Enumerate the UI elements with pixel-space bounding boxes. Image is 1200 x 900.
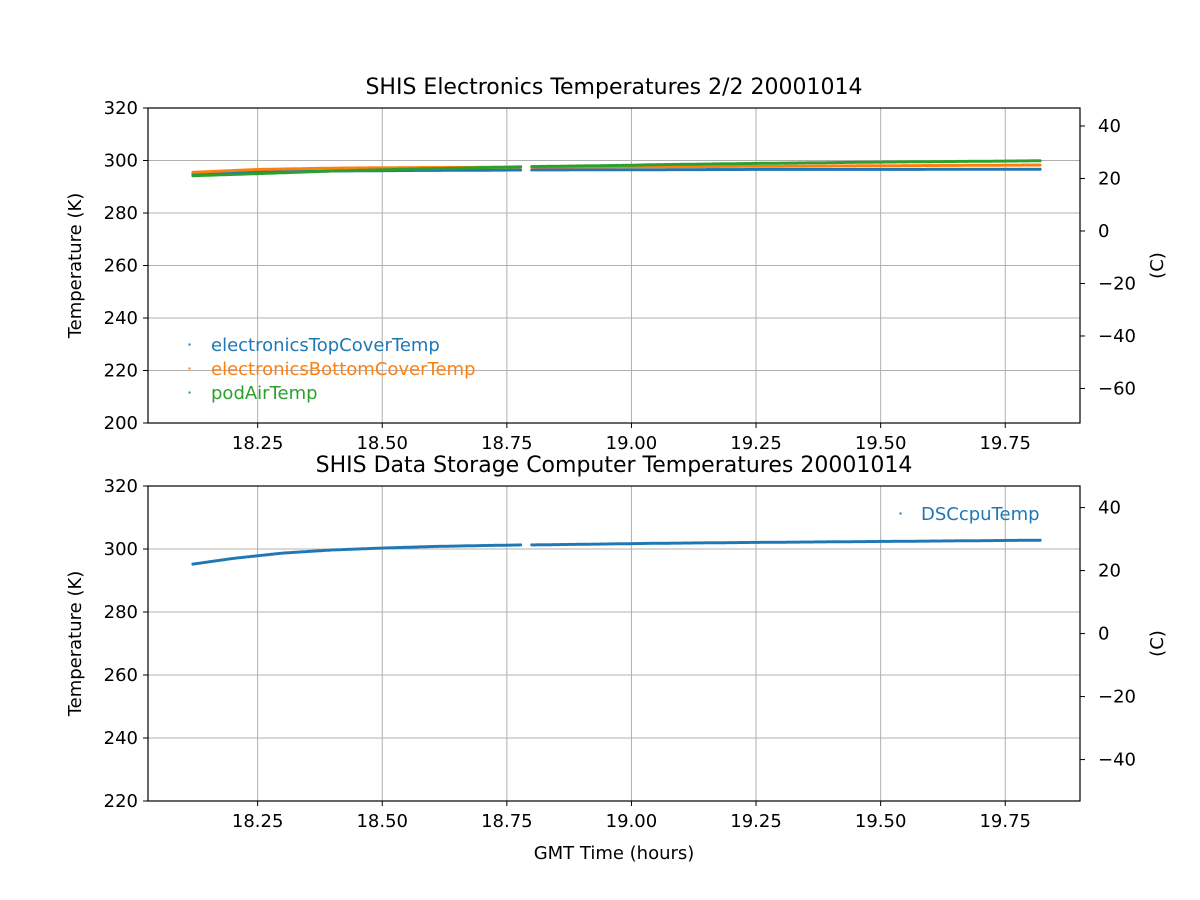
y2-tick-label: 20 [1098,561,1121,582]
y-axis-label: Temperature (K) [65,193,86,340]
data-layer [191,538,1042,566]
legend-label-electronics-top-cover: electronicsTopCoverTemp [211,335,440,356]
y-tick-label: 220 [104,361,138,382]
y2-tick-label: 40 [1098,116,1121,137]
y-tick-label: 240 [104,728,138,749]
y-tick-label: 260 [104,256,138,277]
y-tick-label: 280 [104,602,138,623]
temperature-panel-electronics: 18.25 18.50 18.75 19.00 19.25 19.50 19.7520022… [65,75,1168,454]
y2-tick-label: 20 [1098,168,1121,189]
legend-label-electronics-bottom-cover: electronicsBottomCoverTemp [211,359,476,380]
y-tick-label: 320 [104,476,138,497]
axis-ticks: 18.25 18.50 18.75 19.00 19.25 19.50 19.75 220 24… [104,476,1136,832]
y2-tick-label: 0 [1098,221,1109,242]
y-tick-label: 240 [104,308,138,329]
y-tick-label: 280 [104,203,138,224]
x-tick-label: 19.00 [606,811,658,832]
y-tick-label: 260 [104,665,138,686]
chart-title: SHIS Data Storage Computer Temperatures … [316,453,913,478]
y2-tick-label: −40 [1098,326,1136,347]
legend-marker-electronics-top-cover [188,343,191,346]
x-tick-label: 19.25 [730,433,782,454]
x-tick-label: 18.50 [356,811,408,832]
legend-label-pod-air: podAirTemp [211,383,318,404]
x-tick-label: 19.50 [855,811,907,832]
plot-frame [147,485,1081,802]
x-tick-label: 18.25 [232,811,284,832]
series-points [191,159,1042,178]
legend-marker-electronics-bottom-cover [188,367,191,370]
x-tick-label: 18.75 [481,433,533,454]
y-axis-label: Temperature (K) [65,571,86,718]
chart-title: SHIS Electronics Temperatures 2/2 200010… [365,75,862,100]
legend: DSCcpuTemp [899,504,1040,525]
y2-axis-label: (C) [1147,630,1168,657]
y-tick-label: 300 [104,539,138,560]
y2-axis-label: (C) [1147,252,1168,279]
y2-tick-label: 0 [1098,624,1109,645]
y2-tick-label: −40 [1098,750,1136,771]
series-dsccpu-temp [191,538,1042,566]
data-layer [191,159,1042,178]
legend-marker-pod-air [188,391,191,394]
y2-tick-label: −20 [1098,687,1136,708]
x-tick-label: 19.00 [606,433,658,454]
y-tick-label: 320 [104,98,138,119]
temperature-panel-data-storage-computer: 18.25 18.50 18.75 19.00 19.25 19.50 19.75 220 24… [65,453,1168,864]
x-tick-label: 19.25 [730,811,782,832]
x-tick-label: 19.50 [855,433,907,454]
x-tick-label: 18.75 [481,811,533,832]
series-pod-air-temp [191,159,1042,178]
x-tick-label: 18.50 [356,433,408,454]
legend-marker-dsc-cpu [899,512,902,515]
legend: electronicsTopCoverTemp electronicsBotto… [188,335,476,404]
legend-label-dsc-cpu: DSCcpuTemp [921,504,1040,525]
y2-tick-label: −20 [1098,273,1136,294]
y2-tick-label: −60 [1098,378,1136,399]
x-tick-label: 18.25 [232,433,284,454]
y-tick-label: 220 [104,791,138,812]
x-tick-label: 19.75 [979,433,1031,454]
x-axis-label: GMT Time (hours) [534,843,695,864]
y2-tick-label: 40 [1098,498,1121,519]
x-tick-label: 19.75 [979,811,1031,832]
series-points [191,538,1042,566]
axis-ticks: 18.25 18.50 18.75 19.00 19.25 19.50 19.7520022… [104,98,1136,454]
y-tick-label: 200 [104,413,138,434]
y-tick-label: 300 [104,151,138,172]
